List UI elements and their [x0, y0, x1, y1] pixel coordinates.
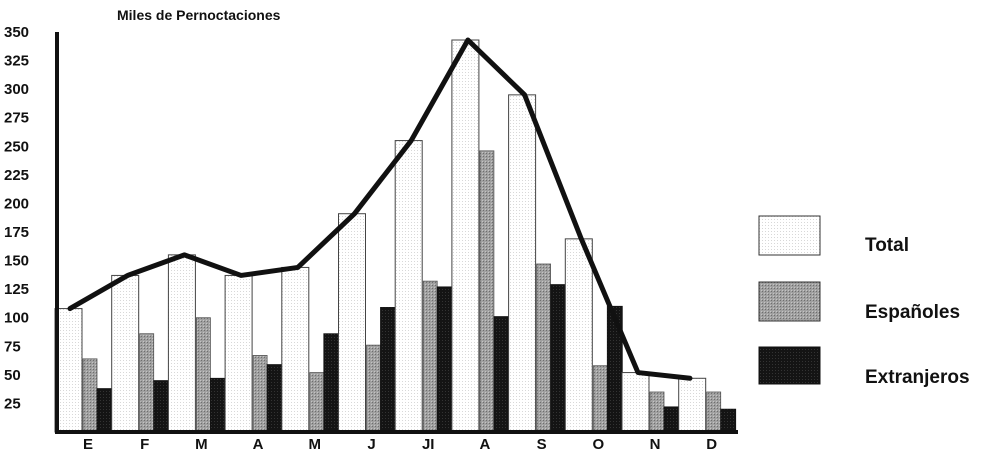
bar-espanoles [139, 333, 155, 433]
bar-total [111, 274, 140, 433]
bar-extranjeros [266, 364, 283, 433]
y-tick-label: 25 [4, 395, 21, 412]
bar-extranjeros [550, 284, 566, 433]
bar-espanoles [536, 263, 551, 433]
legend-swatch-total [758, 215, 821, 256]
y-tick-label: 250 [4, 138, 29, 155]
legend-label-espanoles: Españoles [865, 302, 960, 323]
bars-group [54, 39, 737, 433]
legend-label-extranjeros: Extranjeros [865, 367, 970, 388]
y-tick-label: 100 [4, 310, 29, 327]
bar-espanoles [82, 358, 98, 433]
bar-extranjeros [323, 333, 340, 433]
bar-espanoles [309, 372, 325, 433]
bar-espanoles [422, 280, 438, 433]
x-tick-label: M [195, 436, 208, 452]
bar-total [678, 377, 707, 433]
total-line [67, 37, 693, 381]
x-axis-ticks: E F M A M J JI A S O N D [83, 436, 717, 452]
x-tick-label: J [367, 436, 375, 452]
y-tick-label: 175 [4, 224, 29, 241]
bar-extranjeros [96, 388, 113, 433]
y-tick-label: 75 [4, 338, 21, 355]
bar-total [508, 94, 537, 433]
legend-swatch-espanoles [758, 281, 821, 322]
y-tick-label: 200 [4, 195, 29, 212]
y-tick-label: 50 [4, 367, 21, 384]
x-tick-label: F [140, 436, 149, 452]
x-tick-label: N [650, 436, 661, 452]
bar-total [621, 372, 650, 433]
bar-extranjeros [493, 316, 510, 433]
y-tick-label: 225 [4, 167, 29, 184]
y-tick-label: 325 [4, 53, 29, 70]
x-tick-label: A [253, 436, 264, 452]
y-tick-label: 300 [4, 81, 29, 98]
bar-total [54, 308, 83, 433]
bar-espanoles [592, 365, 608, 433]
bar-espanoles [195, 317, 211, 433]
bar-extranjeros [663, 406, 680, 433]
bar-espanoles [649, 391, 665, 433]
y-tick-label: 275 [4, 110, 29, 127]
x-tick-label: D [706, 436, 717, 452]
bar-extranjeros [153, 380, 170, 433]
legend-label-total: Total [865, 235, 909, 256]
bar-total [281, 266, 310, 433]
bar-extranjeros [720, 408, 737, 433]
bar-total [394, 140, 423, 433]
bar-espanoles [366, 344, 381, 433]
bar-total [224, 274, 253, 433]
bar-espanoles [706, 391, 722, 433]
y-tick-label: 150 [4, 253, 29, 270]
x-tick-label: M [309, 436, 322, 452]
bar-extranjeros [380, 307, 396, 433]
bar-extranjeros [209, 377, 226, 433]
y-axis-ticks: 25 50 75 100 125 150 175 200 225 250 275 300 325 350 [4, 24, 29, 412]
y-tick-label: 125 [4, 281, 29, 298]
bar-total [564, 238, 593, 433]
x-tick-label: S [537, 436, 547, 452]
legend-swatch-extranjeros [758, 346, 821, 385]
legend: Total Españoles Extranjeros [758, 215, 970, 388]
chart-title: Miles de Pernoctaciones [117, 7, 281, 23]
bar-extranjeros [436, 286, 453, 433]
bar-total [451, 39, 480, 433]
bar-espanoles [252, 355, 268, 433]
x-tick-label: E [83, 436, 93, 452]
x-tick-label: JI [422, 436, 435, 452]
bar-total [338, 213, 366, 433]
bar-total [167, 254, 196, 433]
y-tick-label: 350 [4, 24, 29, 41]
bar-espanoles [479, 150, 495, 433]
x-tick-label: O [592, 436, 604, 452]
x-tick-label: A [479, 436, 490, 452]
